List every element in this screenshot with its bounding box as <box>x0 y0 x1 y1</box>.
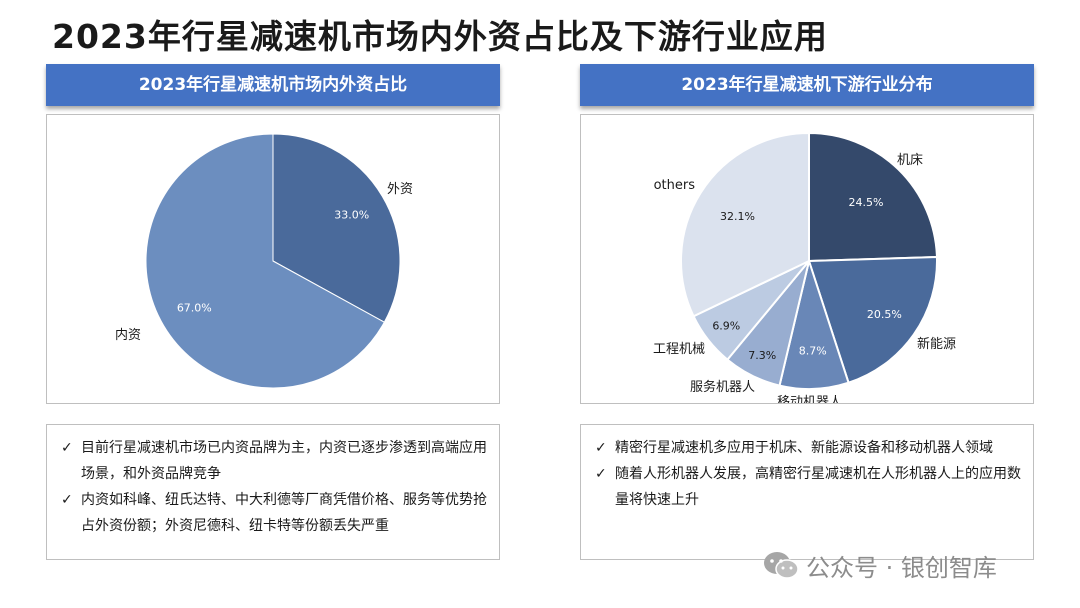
pie-slice-slice-2 <box>145 133 385 389</box>
left-panel-header: 2023年行星减速机市场内外资占比 <box>46 64 500 106</box>
pie-value-label: 67.0% <box>177 302 212 315</box>
note-item: ✓ 内资如科峰、纽氏达特、中大利德等厂商凭借价格、服务等优势抢占外资份额；外资尼… <box>61 487 487 539</box>
right-notes-box: ✓ 精密行星减速机多应用于机床、新能源设备和移动机器人领域 ✓ 随着人形机器人发… <box>580 424 1034 560</box>
pie-value-label: 33.0% <box>334 209 369 222</box>
pie-category-label: 机床 <box>897 153 923 168</box>
pie-slice-slice-1 <box>272 133 401 323</box>
watermark: 公众号 · 银创智库 <box>762 548 997 583</box>
pie-category-label: 内资 <box>115 327 141 343</box>
left-notes-box: ✓ 目前行星减速机市场已内资品牌为主，内资已逐步渗透到高端应用场景，和外资品牌竞… <box>46 424 500 560</box>
pie-slice-others <box>680 131 810 318</box>
note-text: 精密行星减速机多应用于机床、新能源设备和移动机器人领域 <box>615 440 993 456</box>
pie-category-label: others <box>654 178 696 193</box>
check-icon: ✓ <box>61 440 73 456</box>
pie-category-label: 工程机械 <box>653 342 705 357</box>
pie-value-label: 24.5% <box>849 196 884 209</box>
page-title: 2023年行星减速机市场内外资占比及下游行业应用 <box>52 17 828 56</box>
pie-value-label: 6.9% <box>712 320 740 333</box>
ownership-pie-chart: 33.0% 外资 67.0% 内资 <box>115 133 413 389</box>
note-text: 内资如科峰、纽氏达特、中大利德等厂商凭借价格、服务等优势抢占外资份额；外资尼德科… <box>81 492 487 534</box>
pie-category-label: 移动机器人 <box>777 395 842 403</box>
pie-value-label: 32.1% <box>720 210 755 223</box>
wechat-icon <box>764 551 799 579</box>
note-item: ✓ 随着人形机器人发展，高精密行星减速机在人形机器人上的应用数量将快速上升 <box>595 461 1021 513</box>
check-icon: ✓ <box>61 492 73 508</box>
pie-slice-slice-2 <box>807 255 938 385</box>
note-text: 随着人形机器人发展，高精密行星减速机在人形机器人上的应用数量将快速上升 <box>615 466 1021 508</box>
note-item: ✓ 精密行星减速机多应用于机床、新能源设备和移动机器人领域 <box>595 435 1021 461</box>
pie-value-label: 20.5% <box>867 308 902 321</box>
downstream-pie-chart: 24.5% 机床 20.5% 新能源 8.7% 移动机器人 7.3% 服务机器人 6.9% 工程机… <box>653 131 956 403</box>
pie-value-label: 7.3% <box>748 349 776 362</box>
check-icon: ✓ <box>595 466 607 482</box>
pie-category-label: 新能源 <box>917 336 956 352</box>
left-chart-box: 33.0% 外资 67.0% 内资 <box>46 114 500 404</box>
right-panel-header: 2023年行星减速机下游行业分布 <box>580 64 1034 106</box>
pie-value-label: 8.7% <box>799 345 827 358</box>
note-item: ✓ 目前行星减速机市场已内资品牌为主，内资已逐步渗透到高端应用场景，和外资品牌竞… <box>61 435 487 487</box>
check-icon: ✓ <box>595 440 607 456</box>
pie-category-label: 外资 <box>387 182 413 197</box>
watermark-text: 公众号 · 银创智库 <box>806 554 997 582</box>
pie-category-label: 服务机器人 <box>690 379 755 395</box>
pie-slice-slice-1 <box>808 131 938 263</box>
note-text: 目前行星减速机市场已内资品牌为主，内资已逐步渗透到高端应用场景，和外资品牌竞争 <box>81 440 487 482</box>
right-chart-box: 24.5% 机床 20.5% 新能源 8.7% 移动机器人 7.3% 服务机器人 6.9% 工程机… <box>580 114 1034 404</box>
